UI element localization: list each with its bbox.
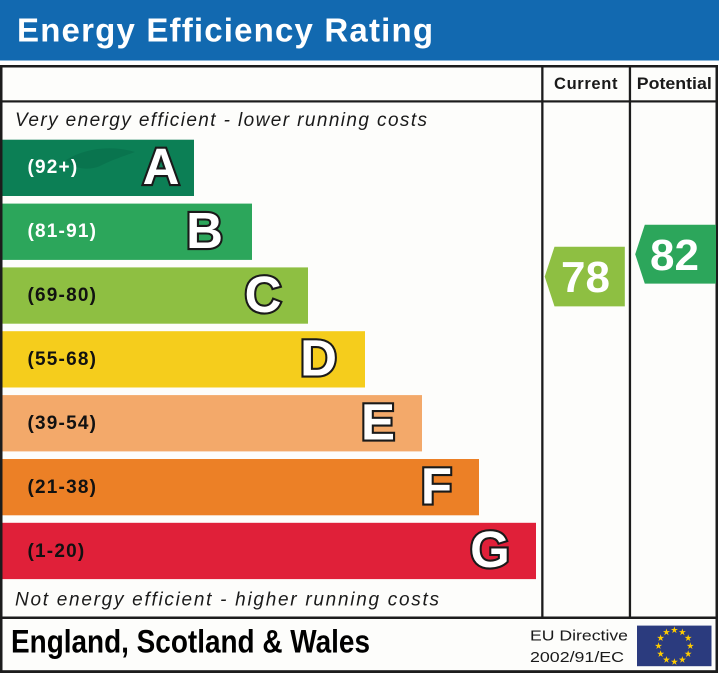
svg-text:(69-80): (69-80) [28, 285, 98, 306]
svg-text:Potential: Potential [637, 75, 712, 93]
svg-text:2002/91/EC: 2002/91/EC [530, 649, 624, 666]
svg-text:Very energy efficient - lower: Very energy efficient - lower running co… [15, 110, 427, 131]
svg-text:A: A [143, 138, 180, 195]
svg-text:82: 82 [650, 231, 699, 280]
svg-text:Current: Current [554, 75, 618, 93]
svg-text:(1-20): (1-20) [28, 541, 86, 562]
svg-text:(21-38): (21-38) [28, 477, 98, 498]
svg-text:(92+): (92+) [28, 157, 79, 178]
svg-text:(81-91): (81-91) [28, 221, 98, 242]
svg-text:C: C [245, 266, 282, 323]
svg-text:78: 78 [561, 253, 610, 302]
svg-text:B: B [186, 202, 223, 259]
svg-text:(55-68): (55-68) [28, 349, 98, 370]
svg-text:E: E [361, 394, 395, 451]
svg-text:G: G [470, 521, 510, 578]
svg-text:Energy Efficiency Rating: Energy Efficiency Rating [17, 12, 433, 49]
svg-text:D: D [300, 330, 337, 387]
svg-text:F: F [421, 457, 452, 514]
svg-text:EU Directive: EU Directive [530, 628, 628, 645]
svg-text:Not energy efficient - higher: Not energy efficient - higher running co… [15, 590, 440, 611]
svg-text:(39-54): (39-54) [28, 413, 98, 434]
svg-text:England, Scotland & Wales: England, Scotland & Wales [11, 624, 370, 660]
